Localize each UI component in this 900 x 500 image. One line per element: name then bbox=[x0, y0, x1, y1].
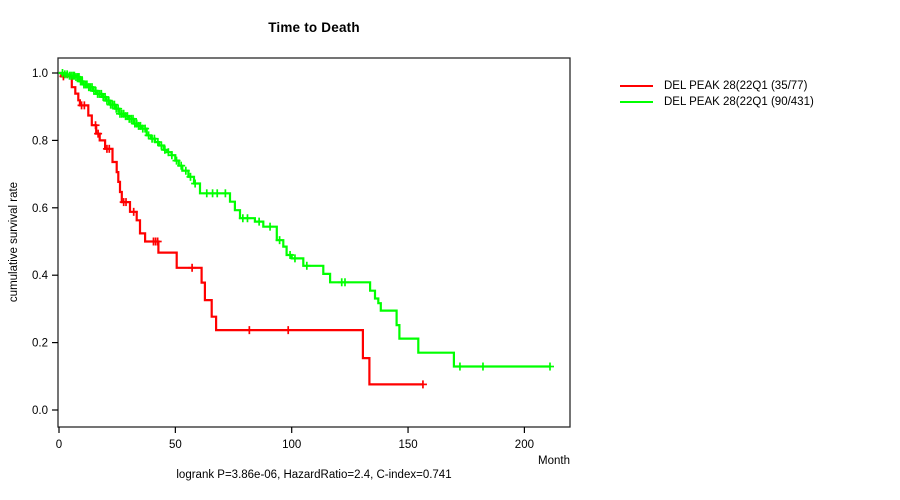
legend: DEL PEAK 28(22Q1 (35/77) DEL PEAK 28(22Q1… bbox=[620, 80, 814, 108]
y-tick-label: 0.2 bbox=[32, 338, 48, 350]
legend-item-1: DEL PEAK 28(22Q1 (35/77) bbox=[620, 80, 814, 92]
chart-title: Time to Death bbox=[268, 20, 360, 35]
plot-frame bbox=[57, 57, 571, 428]
stats-annotation: logrank P=3.86e-06, HazardRatio=2.4, C-i… bbox=[176, 469, 452, 481]
x-axis-label: Month bbox=[538, 455, 570, 467]
x-tick-label: 50 bbox=[169, 439, 182, 451]
x-tick-label: 150 bbox=[398, 439, 417, 451]
x-tick-label: 200 bbox=[515, 439, 534, 451]
x-tick-label: 100 bbox=[282, 439, 301, 451]
legend-item-2: DEL PEAK 28(22Q1 (90/431) bbox=[620, 96, 814, 108]
y-tick-label: 0.6 bbox=[32, 203, 48, 215]
km-curve-group1 bbox=[59, 71, 423, 386]
x-tick-label: 0 bbox=[56, 439, 62, 451]
legend-line-swatch bbox=[620, 85, 653, 87]
y-tick-label: 0.0 bbox=[32, 405, 48, 417]
legend-item-label: DEL PEAK 28(22Q1 (90/431) bbox=[664, 96, 814, 108]
y-tick-label: 0.4 bbox=[32, 270, 49, 282]
legend-item-label: DEL PEAK 28(22Q1 (35/77) bbox=[664, 80, 808, 92]
y-tick-label: 1.0 bbox=[32, 68, 48, 80]
y-tick-label: 0.8 bbox=[32, 135, 48, 147]
legend-line-swatch bbox=[620, 101, 653, 103]
